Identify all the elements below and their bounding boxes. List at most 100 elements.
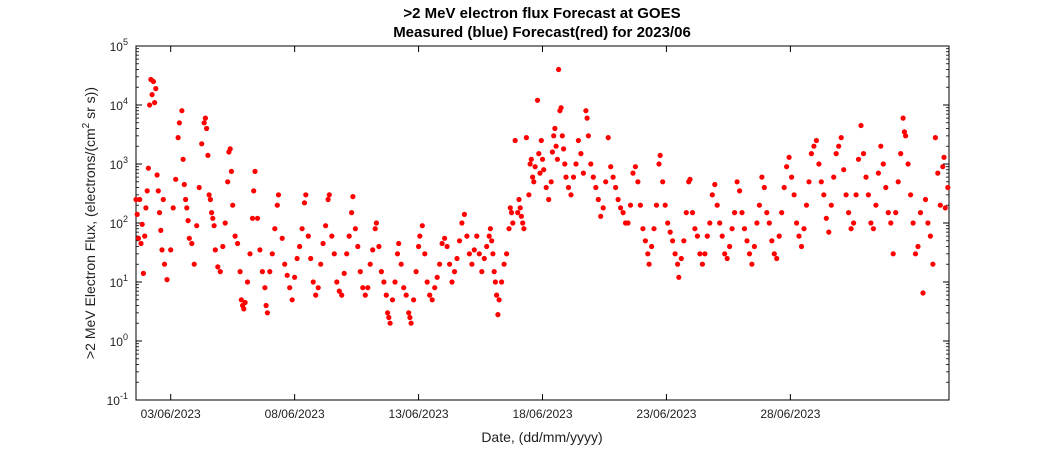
flux-point	[175, 135, 181, 141]
flux-point	[154, 172, 160, 178]
flux-point	[238, 297, 244, 303]
chart-title-line-1: >2 MeV electron flux Forecast at GOES	[403, 5, 680, 22]
flux-point	[732, 210, 738, 216]
flux-point	[506, 226, 512, 232]
flux-point	[211, 223, 217, 229]
flux-point	[160, 196, 166, 203]
flux-point	[580, 170, 587, 176]
flux-point	[434, 274, 440, 280]
x-tick-label: 18/06/2023	[512, 407, 572, 421]
flux-point	[461, 211, 467, 217]
flux-point	[439, 240, 445, 247]
flux-point	[499, 279, 505, 285]
flux-point	[518, 213, 525, 219]
flux-point	[675, 261, 681, 267]
flux-point	[702, 251, 708, 257]
flux-point	[895, 179, 901, 185]
flux-point	[357, 269, 363, 275]
flux-point	[336, 288, 342, 294]
flux-point	[781, 184, 787, 191]
flux-point	[739, 210, 745, 216]
flux-point	[220, 243, 226, 250]
flux-point	[942, 205, 948, 211]
flux-point	[558, 105, 564, 111]
flux-point	[771, 251, 777, 257]
flux-point	[556, 66, 562, 73]
flux-point	[199, 141, 205, 147]
flux-point	[744, 238, 750, 244]
flux-point	[301, 200, 308, 206]
flux-point	[910, 220, 916, 226]
y-tick-base: 10	[110, 335, 124, 349]
flux-point	[294, 255, 300, 262]
flux-point	[153, 86, 159, 92]
flux-point	[383, 292, 389, 298]
flux-point	[521, 226, 527, 232]
flux-point	[406, 310, 412, 316]
flux-point	[537, 170, 543, 176]
flux-point	[880, 161, 886, 167]
flux-point	[836, 143, 842, 149]
y-tick-exponent: 5	[123, 37, 128, 47]
flux-point	[474, 233, 480, 239]
flux-point	[378, 269, 384, 275]
flux-point	[411, 297, 417, 303]
flux-point	[873, 202, 879, 208]
flux-point	[603, 179, 609, 185]
flux-point	[275, 192, 282, 198]
y-tick-label: 101	[110, 273, 128, 290]
flux-point	[372, 226, 378, 232]
flux-point	[496, 297, 502, 303]
flux-point	[937, 202, 943, 208]
flux-point	[789, 174, 795, 180]
flux-point	[287, 285, 293, 291]
flux-point	[444, 243, 450, 250]
flux-point	[158, 227, 164, 233]
flux-point	[189, 240, 195, 247]
flux-point	[269, 251, 275, 257]
flux-point	[885, 210, 891, 216]
y-tick-base: 10	[110, 40, 124, 54]
flux-point	[635, 179, 641, 185]
flux-point	[697, 251, 703, 257]
flux-point	[764, 210, 770, 216]
flux-point	[339, 292, 345, 298]
flux-point	[373, 220, 379, 226]
flux-point	[181, 181, 187, 188]
flux-point	[487, 226, 493, 232]
flux-point	[454, 255, 460, 262]
flux-point	[247, 251, 253, 257]
flux-point	[890, 251, 896, 257]
y-tick-label: 104	[110, 96, 128, 113]
flux-point	[823, 215, 829, 221]
flux-point	[729, 226, 735, 232]
flux-point	[853, 192, 859, 198]
y-tick-base: 10	[107, 394, 121, 408]
flux-point	[766, 220, 772, 226]
flux-point	[196, 184, 202, 191]
flux-point	[608, 164, 614, 170]
flux-point	[305, 233, 311, 239]
flux-point	[476, 251, 482, 257]
flux-point	[559, 133, 565, 139]
y-axis-label: >2 MeV Electron Flux, (electrons/(cm2 sr…	[81, 87, 98, 359]
flux-point	[508, 210, 515, 216]
flux-point	[665, 220, 671, 226]
flux-point	[865, 192, 872, 198]
flux-point	[194, 223, 200, 229]
flux-point	[568, 192, 574, 198]
flux-point	[267, 269, 273, 275]
flux-point	[905, 161, 911, 167]
flux-point	[429, 297, 435, 303]
flux-point	[761, 184, 767, 191]
flux-point	[259, 269, 265, 275]
flux-point	[501, 261, 507, 267]
flux-point	[801, 226, 807, 232]
flux-point	[593, 184, 599, 191]
flux-point	[637, 202, 644, 208]
flux-point	[161, 261, 168, 267]
flux-point	[355, 243, 361, 250]
y-tick-exponent: 4	[123, 96, 128, 106]
flux-point	[903, 133, 909, 139]
